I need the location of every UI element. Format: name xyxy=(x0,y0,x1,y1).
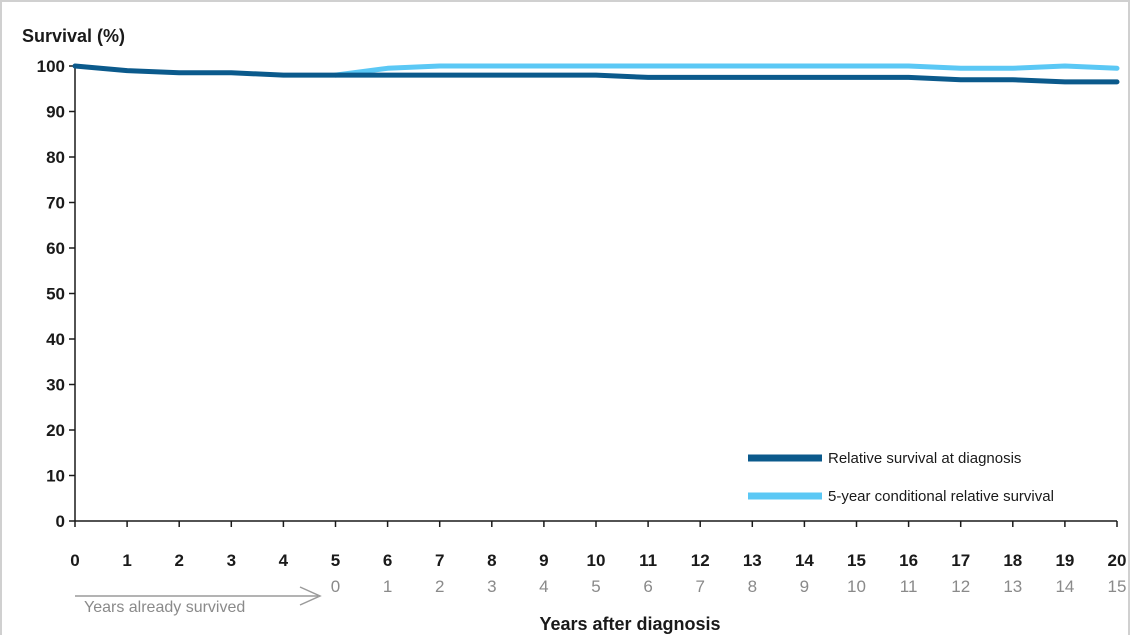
years-survived-label: Years already survived xyxy=(84,599,245,616)
x-tick-label: 9 xyxy=(539,551,548,570)
x-tick-label: 13 xyxy=(743,551,762,570)
secondary-x-tick-label: 2 xyxy=(435,577,444,596)
y-axis-ticks: 0 10 20 30 40 50 60 70 80 90 100 xyxy=(37,57,75,531)
arrow-head xyxy=(299,586,322,606)
legend-label: 5-year conditional relative survival xyxy=(828,488,1054,505)
x-tick-label: 1 xyxy=(122,551,131,570)
series-line-0 xyxy=(72,63,1120,85)
y-tick-label: 20 xyxy=(46,421,65,440)
secondary-x-tick-label: 14 xyxy=(1055,577,1074,596)
x-tick-label: 19 xyxy=(1055,551,1074,570)
secondary-x-tick-label: 5 xyxy=(591,577,600,596)
secondary-x-tick-label: 11 xyxy=(900,577,918,596)
x-tick-label: 0 xyxy=(70,551,79,570)
x-tick-label: 2 xyxy=(174,551,183,570)
legend-label: Relative survival at diagnosis xyxy=(828,450,1021,467)
y-tick-label: 10 xyxy=(46,467,65,486)
x-tick-label: 16 xyxy=(899,551,918,570)
x-tick-label: 6 xyxy=(383,551,392,570)
x-tick-label: 20 xyxy=(1108,551,1127,570)
secondary-x-tick-label: 4 xyxy=(539,577,548,596)
secondary-x-tick-label: 15 xyxy=(1108,577,1127,596)
secondary-x-tick-label: 13 xyxy=(1003,577,1022,596)
secondary-x-tick-label: 9 xyxy=(800,577,809,596)
secondary-x-axis-ticks: 0 1 2 3 4 5 6 7 8 9 10 11 12 13 14 15 xyxy=(331,577,1127,596)
y-tick-label: 70 xyxy=(46,194,65,213)
x-axis-title: Years after diagnosis xyxy=(539,614,720,634)
years-survived-note: Years already survived xyxy=(75,586,322,616)
x-tick-label: 3 xyxy=(227,551,236,570)
x-tick-label: 7 xyxy=(435,551,444,570)
y-tick-label: 90 xyxy=(46,103,65,122)
x-tick-label: 10 xyxy=(587,551,606,570)
secondary-x-tick-label: 12 xyxy=(951,577,970,596)
x-tick-label: 18 xyxy=(1003,551,1022,570)
legend: Relative survival at diagnosis 5-year con… xyxy=(748,450,1054,505)
y-tick-label: 60 xyxy=(46,239,65,258)
x-tick-label: 15 xyxy=(847,551,866,570)
y-tick-label: 40 xyxy=(46,330,65,349)
secondary-x-tick-label: 6 xyxy=(643,577,652,596)
secondary-x-tick-label: 8 xyxy=(748,577,757,596)
y-tick-label: 0 xyxy=(56,512,65,531)
x-tick-label: 11 xyxy=(639,551,657,570)
secondary-x-tick-label: 3 xyxy=(487,577,496,596)
y-tick-label: 30 xyxy=(46,376,65,395)
y-tick-label: 80 xyxy=(46,148,65,167)
secondary-x-tick-label: 1 xyxy=(383,577,392,596)
x-tick-label: 14 xyxy=(795,551,814,570)
y-tick-label: 100 xyxy=(37,57,65,76)
x-tick-label: 12 xyxy=(691,551,710,570)
secondary-x-tick-label: 7 xyxy=(695,577,704,596)
secondary-x-tick-label: 0 xyxy=(331,577,340,596)
series-lines xyxy=(72,63,1120,85)
x-axis-ticks: 0 1 2 3 4 5 6 7 8 9 10 11 12 13 14 15 16 17 18 19 20 xyxy=(70,521,1126,570)
y-tick-label: 50 xyxy=(46,285,65,304)
x-tick-label: 5 xyxy=(331,551,340,570)
series-line-1 xyxy=(333,63,1120,78)
x-tick-label: 8 xyxy=(487,551,496,570)
secondary-x-tick-label: 10 xyxy=(847,577,866,596)
y-axis-title: Survival (%) xyxy=(22,26,125,46)
x-tick-label: 17 xyxy=(951,551,970,570)
x-tick-label: 4 xyxy=(279,551,289,570)
